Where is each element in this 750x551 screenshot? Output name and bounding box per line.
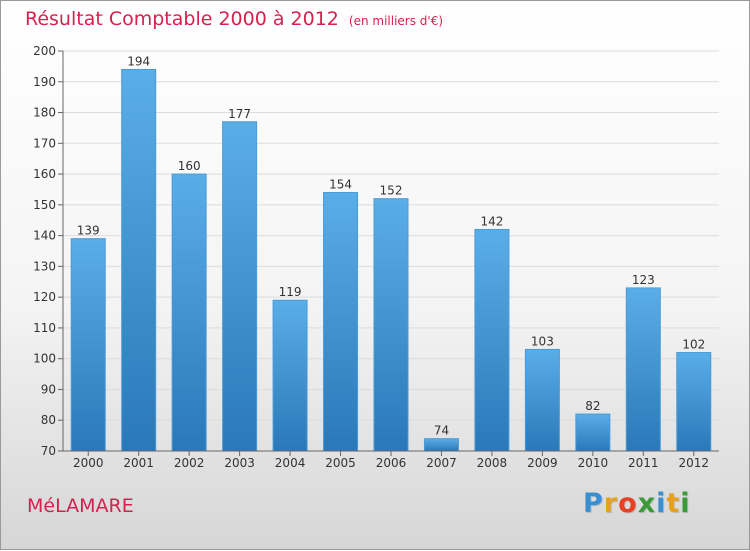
chart-title: Résultat Comptable 2000 à 2012 (en millie… — [25, 8, 443, 30]
y-tick-label: 190 — [33, 75, 56, 89]
y-tick-label: 140 — [33, 229, 56, 243]
bar-2012 — [676, 352, 712, 452]
bars: 139 194 160 177 119 154 152 74 142 103 82 123 102 — [70, 54, 712, 452]
x-tick-label: 2001 — [123, 456, 154, 470]
data-label: 123 — [632, 273, 655, 287]
logo-letter: o — [618, 488, 638, 519]
bar-2000 — [70, 238, 106, 452]
bar-2002 — [171, 173, 207, 452]
bar-2003 — [222, 121, 258, 452]
data-label: 194 — [127, 54, 150, 68]
title-text: Résultat Comptable 2000 à 2012 — [25, 8, 339, 30]
data-label: 102 — [682, 338, 705, 352]
x-tick-label: 2002 — [174, 456, 205, 470]
bar-2009 — [524, 348, 560, 452]
logo-letter: P — [583, 488, 604, 519]
y-tick-label: 130 — [33, 259, 56, 273]
bar-2005 — [323, 192, 359, 452]
y-tick-label: 90 — [41, 382, 56, 396]
y-tick-label: 170 — [33, 136, 56, 150]
town-name: MéLAMARE — [27, 495, 134, 517]
data-label: 142 — [480, 214, 503, 228]
x-tick-label: 2007 — [426, 456, 457, 470]
bar-2001 — [121, 68, 157, 452]
y-tick-label: 160 — [33, 167, 56, 181]
logo-letter: i — [656, 488, 667, 519]
x-tick-label: 2010 — [578, 456, 609, 470]
x-tick-label: 2006 — [376, 456, 407, 470]
y-tick-label: 110 — [33, 321, 56, 335]
data-label: 103 — [531, 334, 554, 348]
bar-2010 — [575, 413, 611, 452]
y-tick-label: 200 — [33, 44, 56, 58]
y-tick-label: 80 — [41, 413, 56, 427]
x-tick-label: 2011 — [628, 456, 659, 470]
x-tick-label: 2000 — [73, 456, 104, 470]
x-tick-label: 2004 — [275, 456, 306, 470]
y-axis: 70 80 90 100 110 120 130 140 150 160 170 180 190 200 — [33, 44, 64, 458]
y-tick-label: 150 — [33, 198, 56, 212]
data-label: 119 — [279, 285, 302, 299]
bar-2006 — [373, 198, 409, 452]
logo-letter: i — [680, 488, 691, 519]
title-unit: (en milliers d'€) — [348, 14, 444, 28]
proxiti-logo: Proxiti — [583, 488, 691, 519]
x-tick-label: 2012 — [678, 456, 709, 470]
bar-2008 — [474, 228, 510, 452]
data-label: 139 — [77, 224, 100, 238]
data-label: 74 — [434, 424, 449, 438]
data-label: 82 — [585, 399, 600, 413]
data-label: 160 — [178, 159, 201, 173]
bar-2007 — [423, 438, 459, 452]
x-tick-label: 2005 — [325, 456, 356, 470]
logo-letter: r — [603, 488, 619, 519]
logo-letter: x — [637, 488, 657, 519]
data-label: 152 — [380, 184, 403, 198]
x-tick-label: 2008 — [477, 456, 508, 470]
data-label: 154 — [329, 178, 352, 192]
x-axis: 2000 2001 2002 2003 2004 2005 2006 2007 2008 2009… — [63, 450, 719, 470]
bar-2004 — [272, 299, 308, 452]
y-tick-label: 120 — [33, 290, 56, 304]
y-tick-label: 100 — [33, 352, 56, 366]
bar-2011 — [625, 287, 661, 452]
x-tick-label: 2003 — [224, 456, 255, 470]
y-tick-label: 180 — [33, 106, 56, 120]
logo-letter: t — [666, 488, 681, 519]
x-tick-label: 2009 — [527, 456, 558, 470]
y-tick-label: 70 — [41, 444, 56, 458]
data-label: 177 — [228, 107, 251, 121]
